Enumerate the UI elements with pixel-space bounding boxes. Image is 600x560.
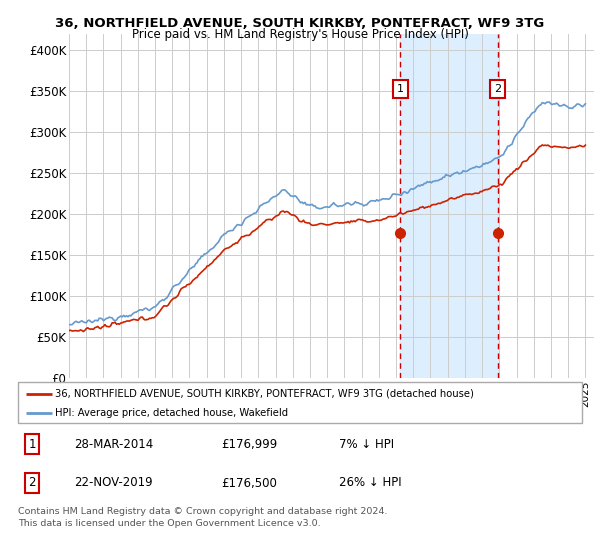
- FancyBboxPatch shape: [18, 382, 582, 423]
- Text: 7% ↓ HPI: 7% ↓ HPI: [340, 438, 395, 451]
- Text: 36, NORTHFIELD AVENUE, SOUTH KIRKBY, PONTEFRACT, WF9 3TG: 36, NORTHFIELD AVENUE, SOUTH KIRKBY, PON…: [55, 17, 545, 30]
- Text: Price paid vs. HM Land Registry's House Price Index (HPI): Price paid vs. HM Land Registry's House …: [131, 28, 469, 41]
- Text: HPI: Average price, detached house, Wakefield: HPI: Average price, detached house, Wake…: [55, 408, 288, 418]
- Text: £176,500: £176,500: [221, 477, 277, 489]
- Text: 22-NOV-2019: 22-NOV-2019: [74, 477, 153, 489]
- Text: 1: 1: [28, 438, 36, 451]
- Text: 36, NORTHFIELD AVENUE, SOUTH KIRKBY, PONTEFRACT, WF9 3TG (detached house): 36, NORTHFIELD AVENUE, SOUTH KIRKBY, PON…: [55, 389, 473, 399]
- Text: 28-MAR-2014: 28-MAR-2014: [74, 438, 154, 451]
- Bar: [400, 34, 497, 378]
- Text: 2: 2: [494, 85, 501, 95]
- Text: Contains HM Land Registry data © Crown copyright and database right 2024.
This d: Contains HM Land Registry data © Crown c…: [18, 507, 388, 528]
- Text: 2: 2: [28, 477, 36, 489]
- Text: £176,999: £176,999: [221, 438, 277, 451]
- Text: 1: 1: [397, 85, 404, 95]
- Text: 26% ↓ HPI: 26% ↓ HPI: [340, 477, 402, 489]
